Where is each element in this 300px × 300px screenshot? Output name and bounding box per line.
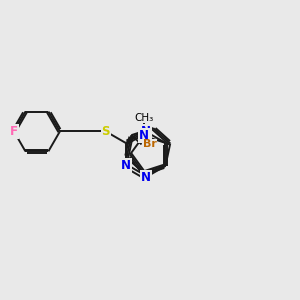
- Text: N: N: [121, 159, 131, 172]
- Text: S: S: [102, 125, 110, 138]
- Text: F: F: [10, 125, 18, 138]
- Text: N: N: [141, 125, 151, 138]
- Text: CH₃: CH₃: [134, 112, 153, 123]
- Text: N: N: [139, 129, 148, 142]
- Text: Br: Br: [143, 140, 157, 149]
- Text: N: N: [141, 171, 151, 184]
